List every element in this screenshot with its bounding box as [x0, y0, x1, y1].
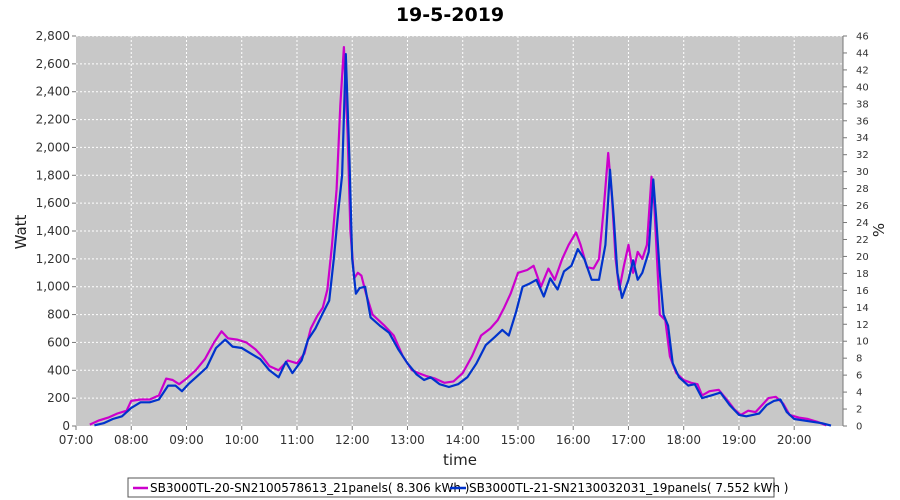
y2-tick-label: 28: [856, 184, 869, 195]
y2-tick-label: 34: [856, 133, 869, 144]
y-tick-label: 600: [47, 335, 70, 349]
y2-tick-label: 20: [856, 252, 869, 263]
x-tick-label: 20:00: [777, 433, 812, 447]
y2-tick-label: 22: [856, 235, 869, 246]
y2-tick-label: 6: [856, 371, 862, 382]
y-tick-label: 2,400: [36, 85, 70, 99]
y-tick-label: 2,000: [36, 140, 70, 154]
y2-tick-label: 8: [856, 354, 862, 365]
series-lines: [89, 46, 832, 427]
y-tick-label: 1,000: [36, 280, 70, 294]
y2-tick-label: 40: [856, 82, 869, 93]
y2-tick-label: 18: [856, 269, 869, 280]
legend-label-series-2: SB3000TL-21-SN2130032031_19panels( 7.552…: [469, 481, 788, 495]
plot-area: [76, 36, 843, 426]
y2-tick-label: 16: [856, 286, 869, 297]
y-tick-label: 2,800: [36, 29, 70, 43]
y-axis: 0 200 400 600 800 1,000 1,200 1,400 1,600 1,800 2,…: [36, 29, 76, 433]
y2-tick-label: 44: [856, 48, 869, 59]
x-tick-label: 11:00: [280, 433, 315, 447]
legend-label-series-1: SB3000TL-20-SN2100578613_21panels( 8.306…: [150, 481, 469, 495]
y-tick-label: 2,600: [36, 57, 70, 71]
y2-axis: 0246810121416182022242628303234363840424…: [842, 32, 869, 433]
y2-tick-label: 24: [856, 218, 869, 229]
grid-lines: [76, 35, 843, 426]
y2-tick-label: 2: [856, 405, 862, 416]
y-tick-label: 2,200: [36, 113, 70, 127]
x-tick-label: 17:00: [611, 433, 646, 447]
y2-tick-label: 14: [856, 303, 869, 314]
y-tick-label: 1,800: [36, 168, 70, 182]
y-tick-label: 800: [47, 308, 70, 322]
x-axis-title: time: [443, 451, 477, 469]
x-tick-label: 19:00: [722, 433, 757, 447]
y2-tick-label: 4: [856, 388, 862, 399]
y2-tick-label: 38: [856, 99, 869, 110]
x-tick-label: 07:00: [59, 433, 94, 447]
chart-title: 19-5-2019: [396, 4, 504, 26]
series-line-2: [94, 53, 832, 427]
y2-tick-label: 0: [856, 422, 862, 433]
y-tick-label: 1,400: [36, 224, 70, 238]
x-axis: 07:00 08:00 09:00 10:00 11:00 12:00 13:00 14:00…: [59, 426, 812, 447]
x-tick-label: 09:00: [169, 433, 204, 447]
y2-tick-label: 26: [856, 201, 869, 212]
legend: SB3000TL-20-SN2100578613_21panels( 8.306…: [127, 477, 788, 498]
y-tick-label: 1,200: [36, 252, 70, 266]
x-tick-label: 15:00: [501, 433, 536, 447]
x-tick-label: 13:00: [390, 433, 425, 447]
y-tick-label: 200: [47, 391, 70, 405]
y-tick-label: 0: [62, 419, 70, 433]
y2-tick-label: 10: [856, 337, 869, 348]
series-line-1: [89, 46, 827, 427]
x-tick-label: 10:00: [224, 433, 259, 447]
y-axis-title: Watt: [12, 214, 30, 249]
y2-tick-label: 46: [856, 32, 869, 43]
y2-tick-label: 42: [856, 65, 869, 76]
y-tick-label: 1,600: [36, 196, 70, 210]
y2-tick-label: 30: [856, 167, 869, 178]
x-tick-label: 16:00: [556, 433, 591, 447]
y2-axis-title: %: [870, 223, 888, 237]
x-tick-label: 14:00: [445, 433, 480, 447]
y-tick-label: 400: [47, 363, 70, 377]
y2-tick-label: 36: [856, 116, 869, 127]
y2-tick-label: 12: [856, 320, 869, 331]
x-tick-label: 18:00: [666, 433, 701, 447]
x-tick-label: 08:00: [114, 433, 149, 447]
x-tick-label: 12:00: [335, 433, 370, 447]
y2-tick-label: 32: [856, 150, 869, 161]
